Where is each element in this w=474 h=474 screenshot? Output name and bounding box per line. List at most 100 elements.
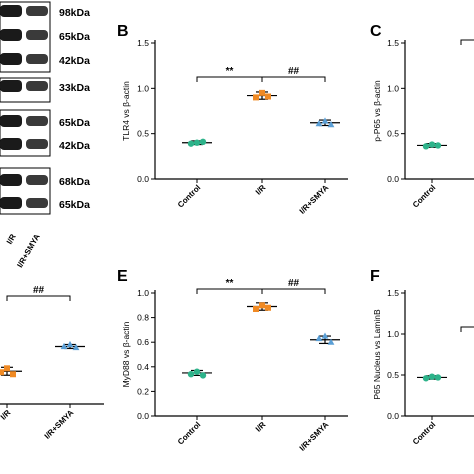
data-point: [66, 340, 74, 348]
y-tick-label: 0.5: [387, 129, 399, 139]
panel-letter: E: [117, 268, 128, 285]
data-point: [253, 94, 259, 101]
band-size-label: 65kDa: [59, 117, 90, 129]
data-point: [428, 373, 436, 380]
category-label: I/R: [0, 408, 13, 422]
lane-label-smya: I/R+SMYA: [15, 232, 42, 269]
significance-label: **: [226, 66, 234, 77]
data-point: [199, 372, 207, 379]
y-tick-label: 0.0: [387, 411, 399, 421]
data-point: [315, 334, 323, 342]
significance-bracket-partial: [460, 39, 474, 45]
category-label: I/R: [254, 420, 268, 434]
band-size-label: 98kDa: [59, 7, 90, 19]
y-tick-label: 1.5: [387, 38, 399, 48]
panel-d-chart: I/R I/R+SMYA ##: [0, 285, 104, 441]
data-point: [193, 368, 201, 375]
category-label: I/R+SMYA: [298, 183, 331, 216]
significance-bracket-partial: [460, 326, 474, 332]
data-point: [4, 365, 10, 372]
category-label: I/R+SMYA: [298, 420, 331, 453]
significance-label: ##: [33, 285, 45, 296]
panel-letter: C: [370, 23, 382, 40]
y-tick-label: 0.0: [137, 411, 149, 421]
y-tick-label: 0.8: [137, 313, 149, 323]
blot-band-smya: [26, 116, 48, 126]
y-tick-label: 0.0: [137, 174, 149, 184]
data-point: [10, 371, 16, 378]
category-label: I/R+SMYA: [43, 408, 76, 441]
panel-letter: F: [370, 268, 380, 285]
y-tick-label: 1.0: [137, 288, 149, 298]
data-point: [265, 304, 271, 311]
category-label: Control: [176, 420, 202, 446]
blot-band-ir: [0, 29, 22, 41]
y-tick-label: 0.2: [137, 386, 149, 396]
significance-bracket: [261, 76, 326, 82]
blot-band-ir: [0, 115, 22, 127]
y-tick-label: 0.6: [137, 337, 149, 347]
significance-bracket: [196, 288, 263, 294]
data-point: [434, 374, 442, 381]
panel-c-p-p65-chart: C 0.0 0.5 1.0 1.5 p-P65 vs β-actin Control: [370, 23, 474, 210]
blot-band-ir: [0, 80, 22, 92]
data-point: [199, 138, 207, 146]
blot-band-ir: [0, 5, 22, 17]
blot-band-smya: [26, 139, 48, 149]
significance-bracket: [261, 288, 326, 294]
category-label: Control: [411, 183, 437, 209]
significance-bracket: [6, 295, 71, 301]
panel-letter: B: [117, 23, 129, 40]
data-point: [428, 141, 436, 148]
significance-label: **: [226, 278, 234, 289]
data-point: [434, 142, 442, 149]
y-tick-label: 1.0: [387, 83, 399, 93]
blot-band-smya: [26, 54, 48, 64]
blot-band-ir: [0, 197, 22, 209]
panel-b-tlr4-chart: B 0.0 0.5 1.0 1.5 TLR4 vs β-actin Control I/R I/…: [117, 23, 348, 216]
band-size-label: 68kDa: [59, 176, 90, 188]
blot-band-smya: [26, 175, 48, 185]
y-tick-label: 1.5: [387, 288, 399, 298]
data-point: [422, 143, 430, 150]
band-size-label: 65kDa: [59, 199, 90, 211]
y-axis-title: TLR4 vs β-actin: [121, 81, 131, 141]
y-axis-title: P65 Nucleus vs LaminB: [372, 309, 382, 400]
y-tick-label: 1.5: [137, 38, 149, 48]
blot-band-smya: [26, 81, 48, 91]
y-tick-label: 0.0: [387, 174, 399, 184]
blot-band-ir: [0, 174, 22, 186]
band-size-label: 42kDa: [59, 55, 90, 67]
blot-band-smya: [26, 6, 48, 16]
category-label: Control: [411, 420, 437, 446]
significance-bracket: [196, 76, 263, 82]
blot-band-smya: [26, 30, 48, 40]
blot-band-ir: [0, 138, 22, 150]
significance-label: ##: [288, 278, 300, 289]
data-point: [259, 302, 265, 309]
lane-label-ir: I/R: [5, 232, 18, 246]
data-point: [60, 342, 68, 350]
data-point: [321, 117, 329, 124]
data-point: [327, 121, 335, 128]
data-point: [187, 140, 195, 147]
data-point: [72, 343, 80, 351]
panel-f-p65-nucleus-chart: F 0.0 0.5 1.0 1.5 P65 Nucleus vs LaminB Contro…: [370, 268, 474, 447]
blot-band-smya: [26, 198, 48, 208]
band-size-label: 33kDa: [59, 82, 90, 94]
y-axis-title: MyD88 vs β-actin: [121, 321, 131, 387]
data-point: [187, 370, 195, 378]
data-point: [193, 139, 201, 146]
data-point: [265, 93, 271, 100]
category-label: Control: [176, 183, 202, 209]
data-point: [259, 89, 265, 96]
y-tick-label: 0.4: [137, 362, 149, 372]
band-size-label: 65kDa: [59, 31, 90, 43]
data-point: [253, 305, 259, 312]
data-point: [422, 375, 430, 382]
y-axis-title: p-P65 vs β-actin: [372, 80, 382, 142]
blot-band-ir: [0, 53, 22, 65]
y-tick-label: 1.0: [387, 329, 399, 339]
significance-label: ##: [288, 66, 300, 77]
